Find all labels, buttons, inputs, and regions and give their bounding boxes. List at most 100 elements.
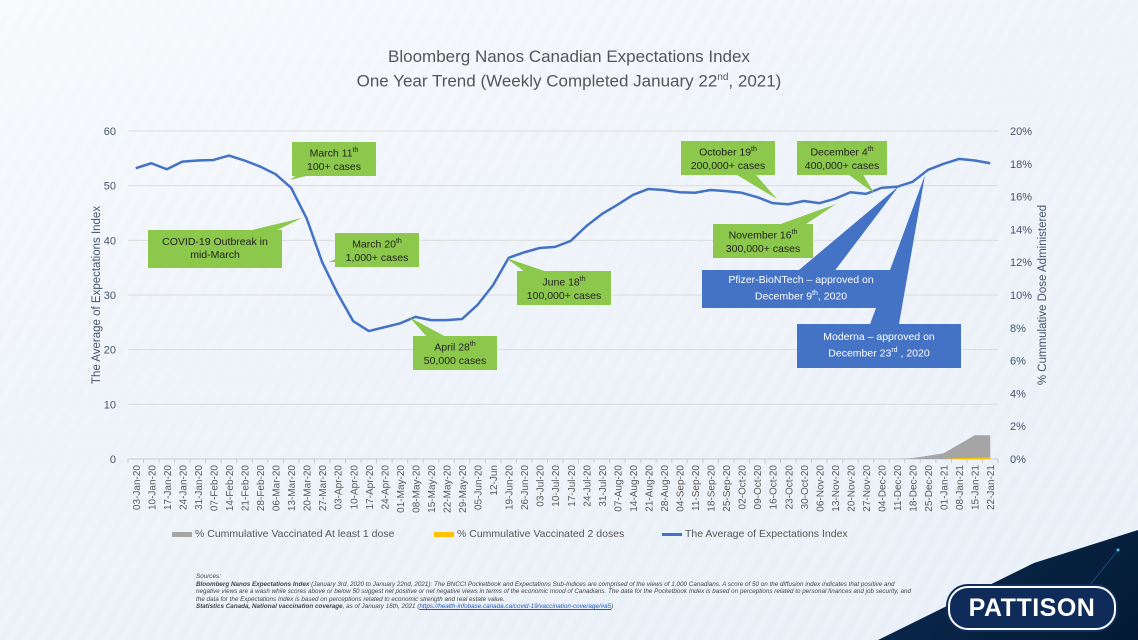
callout-april-28: April 28th 50,000 cases <box>413 336 497 370</box>
x-tick-label: 31-Jan-20 <box>194 465 205 510</box>
title-line-2-end: , 2021) <box>728 71 782 91</box>
x-tick-label: 21-Aug-20 <box>644 465 655 512</box>
callout-superscript: th <box>579 276 586 284</box>
sources-statcan-link[interactable]: https://health-infobase.canada.ca/covid-… <box>419 603 612 611</box>
callout-line: November 16th <box>729 226 798 243</box>
x-tick-label: 25-Dec-20 <box>924 465 935 512</box>
callout-line: Pfizer-BioNTech – approved on <box>728 274 873 287</box>
callout-superscript: rd <box>891 347 898 355</box>
callout-line: December 23rd , 2020 <box>828 344 929 361</box>
callout-superscript: th <box>469 341 476 349</box>
callout-october-19: October 19th 200,000+ cases <box>681 141 775 175</box>
x-tick-label: 20-Nov-20 <box>846 465 857 512</box>
callout-line: April 28th <box>434 338 475 355</box>
x-tick-label: 25-Sep-20 <box>722 465 733 512</box>
callout-november-16: November 16th 300,000+ cases <box>713 224 813 258</box>
x-tick-label: 14-Aug-20 <box>629 465 640 512</box>
x-tick-label: 19-Jun-20 <box>505 465 516 510</box>
expectations-index-line <box>135 154 991 333</box>
callout-text: April 28 <box>434 341 470 354</box>
y2-tick-label: 10% <box>1010 290 1032 302</box>
callout-text: 100,000+ cases <box>526 289 602 302</box>
x-tick-label: 22-May-20 <box>442 465 453 513</box>
sources-bnei: Bloomberg Nanos Expectations Index (Janu… <box>196 581 916 604</box>
sources-statcan-title: Statistics Canada, National vaccination … <box>196 603 343 611</box>
y-tick-label: 20 <box>104 345 116 357</box>
title-line-1: Bloomberg Nanos Canadian Expectations In… <box>388 47 750 66</box>
callout-text: October 19 <box>699 146 752 159</box>
callout-superscript: th <box>751 146 757 154</box>
callout-line: COVID-19 Outbreak in <box>162 236 268 249</box>
x-tick-label: 15-May-20 <box>427 465 438 513</box>
x-tick-label: 06-Mar-20 <box>272 465 283 512</box>
callout-text: 50,000 cases <box>423 354 487 367</box>
y2-axis-title: % Cummulative Dose Administered <box>1037 205 1049 385</box>
legend-swatch-gray <box>172 531 192 537</box>
pattison-logo: PATTISON <box>948 586 1116 630</box>
callout-line: 400,000+ cases <box>805 160 879 173</box>
callout-march-11: March 11th 100+ cases <box>292 142 376 176</box>
callout-superscript: th <box>352 147 359 155</box>
x-tick-label: 04-Dec-20 <box>877 465 888 512</box>
sources-bnei-text: (January 3rd, 2020 to January 22nd, 2021… <box>196 580 911 603</box>
callout-line: December 4th <box>810 143 873 160</box>
x-tick-label: 10-Apr-20 <box>349 465 360 510</box>
callout-line: 1,000+ cases <box>346 252 409 265</box>
callout-text: December 4 <box>810 146 868 159</box>
y2-tick-label: 8% <box>1010 323 1026 335</box>
callout-text: 100+ cases <box>307 160 361 173</box>
x-tick-label: 06-Nov-20 <box>815 465 826 512</box>
x-tick-label: 11-Dec-20 <box>893 465 904 511</box>
legend-label: % Cummulative Vaccinated 2 doses <box>457 528 625 540</box>
x-tick-label: 10-Jul-20 <box>551 465 562 507</box>
x-tick-label: 08-Jan-21 <box>955 465 966 510</box>
legend-item-first-dose: % Cummulative Vaccinated At least 1 dose <box>172 528 394 540</box>
x-tick-label: 14-Feb-20 <box>225 465 236 512</box>
title-line-2: One Year Trend (Weekly Completed January… <box>0 67 1138 92</box>
callout-text: 300,000+ cases <box>725 242 801 255</box>
callout-text: December 23 <box>828 347 892 360</box>
callout-line: 200,000+ cases <box>691 160 765 173</box>
x-tick-label: 13-Mar-20 <box>287 465 298 512</box>
legend-item-expectations-index: The Average of Expectations Index <box>662 528 848 540</box>
callout-june-18: June 18th 100,000+ cases <box>517 271 611 305</box>
x-tick-label: 11-Sep-20 <box>691 465 702 511</box>
x-tick-label: 15-Jan-21 <box>971 465 982 510</box>
x-tick-label: 27-Mar-20 <box>318 465 329 512</box>
callout-line: mid-March <box>190 249 240 262</box>
callout-line: December 9th, 2020 <box>755 287 847 304</box>
x-tick-label: 24-Jul-20 <box>582 465 593 507</box>
callout-line: March 20th <box>352 235 402 252</box>
x-tick-label: 17-Jul-20 <box>567 465 578 507</box>
legend-label: The Average of Expectations Index <box>685 528 848 540</box>
chart-title: Bloomberg Nanos Canadian Expectations In… <box>0 46 1138 92</box>
legend-swatch-blue-line <box>662 532 682 536</box>
callout-superscript: th <box>395 238 402 246</box>
callout-text: 1,000+ cases <box>345 251 409 264</box>
x-tick-label: 24-Apr-20 <box>380 465 391 510</box>
x-tick-label: 12-Jun <box>489 465 500 496</box>
y2-tick-label: 16% <box>1010 192 1032 204</box>
legend-swatch-yellow <box>434 531 454 537</box>
x-tick-label: 10-Jan-20 <box>147 465 158 510</box>
x-tick-label: 28-Aug-20 <box>660 465 671 512</box>
callout-text: March 11 <box>309 147 353 160</box>
y-axis-title: The Average of Expectations Index <box>91 206 103 384</box>
y-tick-label: 30 <box>104 290 116 302</box>
callout-text: Pfizer-BioNTech – approved on <box>728 274 874 287</box>
x-tick-label: 18-Sep-20 <box>707 465 718 512</box>
callout-december-4: December 4th 400,000+ cases <box>797 141 887 175</box>
callout-superscript: th <box>867 146 874 154</box>
x-tick-label: 17-Jan-20 <box>163 465 174 510</box>
x-tick-label: 27-Nov-20 <box>862 465 873 512</box>
y-tick-label: 40 <box>104 235 116 247</box>
y-tick-label: 60 <box>104 126 116 138</box>
y2-tick-label: 18% <box>1010 159 1032 171</box>
x-tick-label: 16-Oct-20 <box>769 465 780 510</box>
y2-tick-label: 12% <box>1010 257 1032 269</box>
callout-text: November 16 <box>728 229 792 242</box>
y2-tick-label: 0% <box>1010 454 1026 466</box>
x-tick-label: 01-May-20 <box>396 465 407 513</box>
callout-text: March 20 <box>352 238 396 251</box>
x-tick-label: 26-Jun-20 <box>520 465 531 510</box>
